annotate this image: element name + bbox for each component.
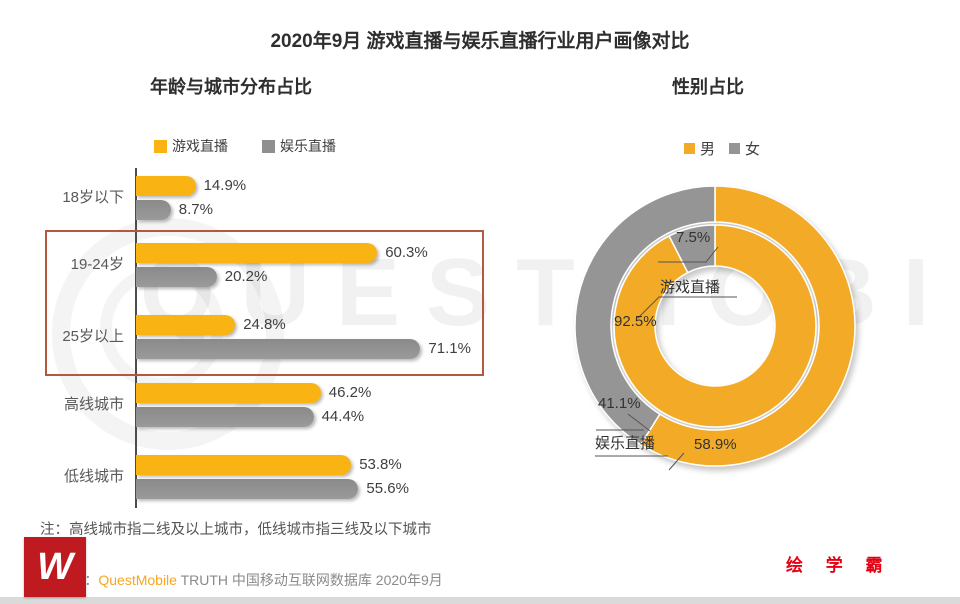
bar-value-label: 46.2% bbox=[328, 384, 372, 401]
bar-game bbox=[136, 243, 378, 263]
bar-game bbox=[136, 315, 236, 335]
bar-value-label: 71.1% bbox=[428, 340, 471, 357]
legend-item-female: 女 bbox=[729, 138, 760, 159]
bar-chart-title: 年龄与城市分布占比 bbox=[150, 77, 312, 97]
bar-value-label: 14.9% bbox=[203, 177, 247, 194]
bar-game bbox=[136, 176, 196, 196]
callout-outer-name: 娱乐直播 bbox=[595, 435, 656, 452]
callout-inner-male: 92.5% bbox=[614, 313, 657, 330]
legend-swatch-male bbox=[684, 143, 695, 154]
legend-label-game: 游戏直播 bbox=[172, 138, 228, 154]
donut-segment-outer-male bbox=[639, 185, 856, 467]
callout-outer-male: 58.9% bbox=[694, 436, 737, 453]
bar-chart-legend: 游戏直播 娱乐直播 bbox=[154, 136, 336, 156]
bar-chart-axis bbox=[135, 168, 137, 508]
donut-segment-inner-male bbox=[613, 224, 817, 428]
footnote: 注：高线城市指二线及以上城市，低线城市指三线及以下城市 bbox=[40, 522, 432, 538]
callout-inner-name: 游戏直播 bbox=[660, 279, 721, 296]
category-label: 25岁以上 bbox=[62, 328, 124, 345]
donut-chart-title: 性别占比 bbox=[672, 77, 744, 97]
legend-swatch-female bbox=[729, 143, 741, 154]
page-title: 2020年9月 游戏直播与娱乐直播行业用户画像对比 bbox=[270, 31, 690, 52]
bottom-divider bbox=[0, 597, 960, 604]
legend-item-ent: 娱乐直播 bbox=[262, 136, 336, 156]
donut-segment-outer-female bbox=[574, 185, 716, 446]
source-line: Source：QuestMobile TRUTH 中国移动互联网数据库 2020… bbox=[40, 570, 443, 590]
category-label: 18岁以下 bbox=[62, 189, 124, 206]
huixueba-logo: W bbox=[24, 537, 86, 597]
bar-game bbox=[136, 455, 352, 475]
category-label: 19-24岁 bbox=[70, 256, 124, 273]
category-label: 低线城市 bbox=[63, 468, 124, 485]
legend-swatch-ent bbox=[262, 139, 275, 153]
bar-value-label: 8.7% bbox=[178, 201, 213, 218]
bar-ent bbox=[136, 479, 359, 499]
bar-ent bbox=[136, 267, 217, 287]
donut-legend: 男 女 bbox=[684, 138, 760, 159]
bar-ent bbox=[136, 407, 314, 427]
callout-outer-female: 41.1% bbox=[598, 395, 641, 412]
callout-inner-female: 7.5% bbox=[676, 229, 711, 246]
legend-swatch-game bbox=[154, 139, 167, 153]
legend-label-male: 男 bbox=[700, 141, 716, 158]
bar-value-label: 20.2% bbox=[224, 268, 268, 285]
bar-value-label: 44.4% bbox=[321, 408, 365, 425]
source-rest: TRUTH 中国移动互联网数据库 2020年9月 bbox=[176, 572, 443, 588]
legend-label-female: 女 bbox=[745, 141, 761, 158]
legend-label-ent: 娱乐直播 bbox=[280, 138, 336, 154]
bar-value-label: 24.8% bbox=[243, 316, 286, 333]
bar-value-label: 53.8% bbox=[359, 456, 402, 473]
huixueba-brand-name: 绘 学 霸 bbox=[786, 556, 892, 575]
bar-game bbox=[136, 383, 321, 403]
legend-item-game: 游戏直播 bbox=[154, 136, 228, 156]
source-brand: QuestMobile bbox=[98, 572, 177, 588]
bar-ent bbox=[136, 200, 171, 220]
bar-value-label: 60.3% bbox=[385, 244, 428, 261]
legend-item-male: 男 bbox=[684, 138, 715, 159]
category-label: 高线城市 bbox=[63, 396, 124, 413]
bar-ent bbox=[136, 339, 421, 359]
bar-value-label: 55.6% bbox=[366, 480, 409, 497]
